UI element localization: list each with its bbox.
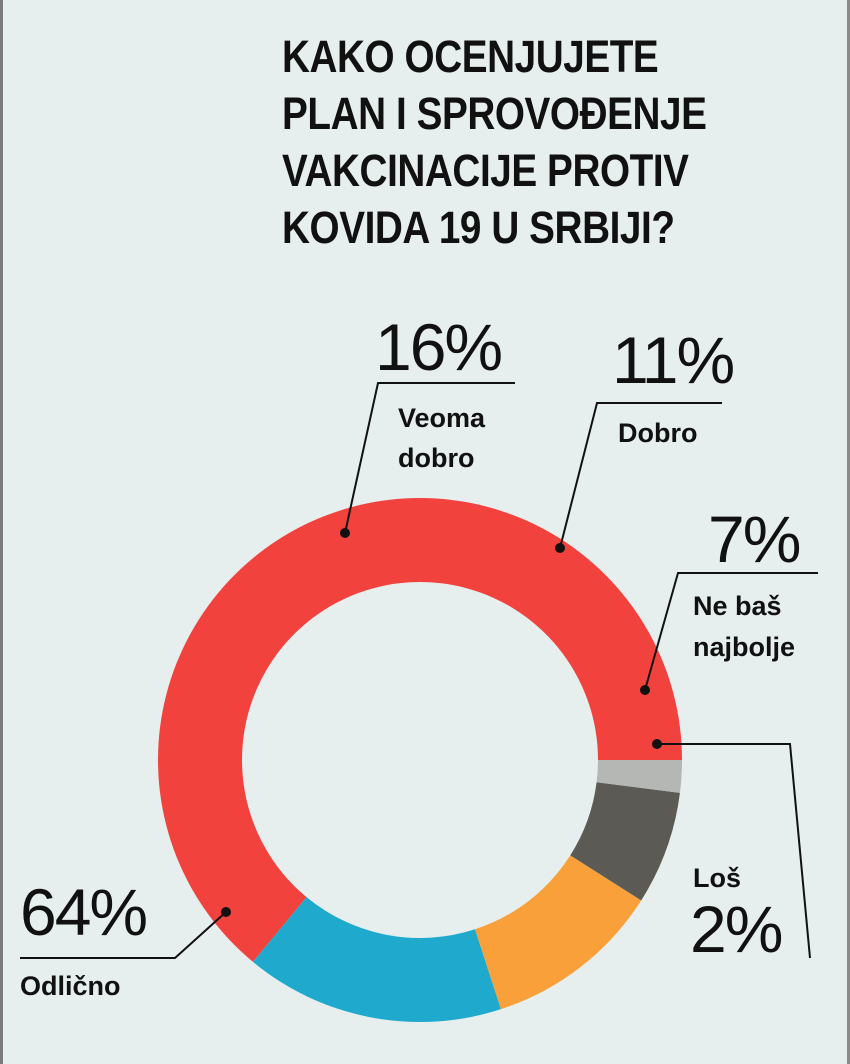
donut-slices (157, 497, 682, 1023)
frame-border-left (0, 0, 3, 1064)
leader-line-odlicno (20, 911, 227, 959)
category-label-dobro: Dobro (618, 418, 697, 448)
value-label-los: 2% (690, 892, 782, 966)
value-label-odlicno: 64% (20, 875, 146, 949)
slice-dobro (475, 855, 642, 1010)
chart-title-line-3: VAKCINACIJE PROTIV (282, 145, 689, 196)
chart-title-line-1: KAKO OCENJUJETE (282, 31, 659, 82)
slice-los (596, 760, 682, 793)
leader-dot-los (652, 739, 662, 749)
category-label-ne-bas-najbolje-line-2: najbolje (693, 632, 795, 662)
leader-lines (20, 382, 818, 959)
slice-labels: 64% Odlično 16% Veoma dobro 11% Dobro 7% Ne baš n… (20, 310, 802, 1001)
frame-border-right (847, 0, 850, 1064)
value-label-dobro: 11% (612, 323, 734, 397)
leader-line-veoma-dobro (344, 382, 515, 534)
slice-odlicno (157, 497, 682, 962)
chart-title: KAKO OCENJUJETE PLAN I SPROVOĐENJE VAKCI… (282, 28, 729, 256)
leader-dot-veoma-dobro (340, 528, 350, 538)
category-label-veoma-dobro-line-2: dobro (398, 443, 474, 473)
leader-dot-dobro (555, 543, 565, 553)
category-label-los: Loš (693, 863, 741, 893)
value-label-veoma-dobro: 16% (375, 310, 501, 384)
leader-line-ne-bas-najbolje (644, 572, 818, 691)
category-label-veoma-dobro-line-1: Veoma (398, 403, 486, 433)
category-label-odlicno: Odlično (20, 971, 121, 1001)
leader-dot-odlicno (221, 907, 231, 917)
leader-line-los (657, 743, 811, 959)
leader-dot-ne-bas-najbolje (640, 685, 650, 695)
category-label-ne-bas-najbolje-line-1: Ne baš (693, 591, 782, 621)
chart-title-line-4: KOVIDA 19 U SRBIJI? (282, 202, 675, 253)
leader-line-dobro (559, 402, 722, 549)
chart-title-line-2: PLAN I SPROVOĐENJE (282, 88, 707, 139)
slice-ne-bas-najbolje (570, 782, 680, 901)
slice-veoma-dobro (252, 897, 501, 1023)
value-label-ne-bas-najbolje: 7% (708, 502, 800, 576)
